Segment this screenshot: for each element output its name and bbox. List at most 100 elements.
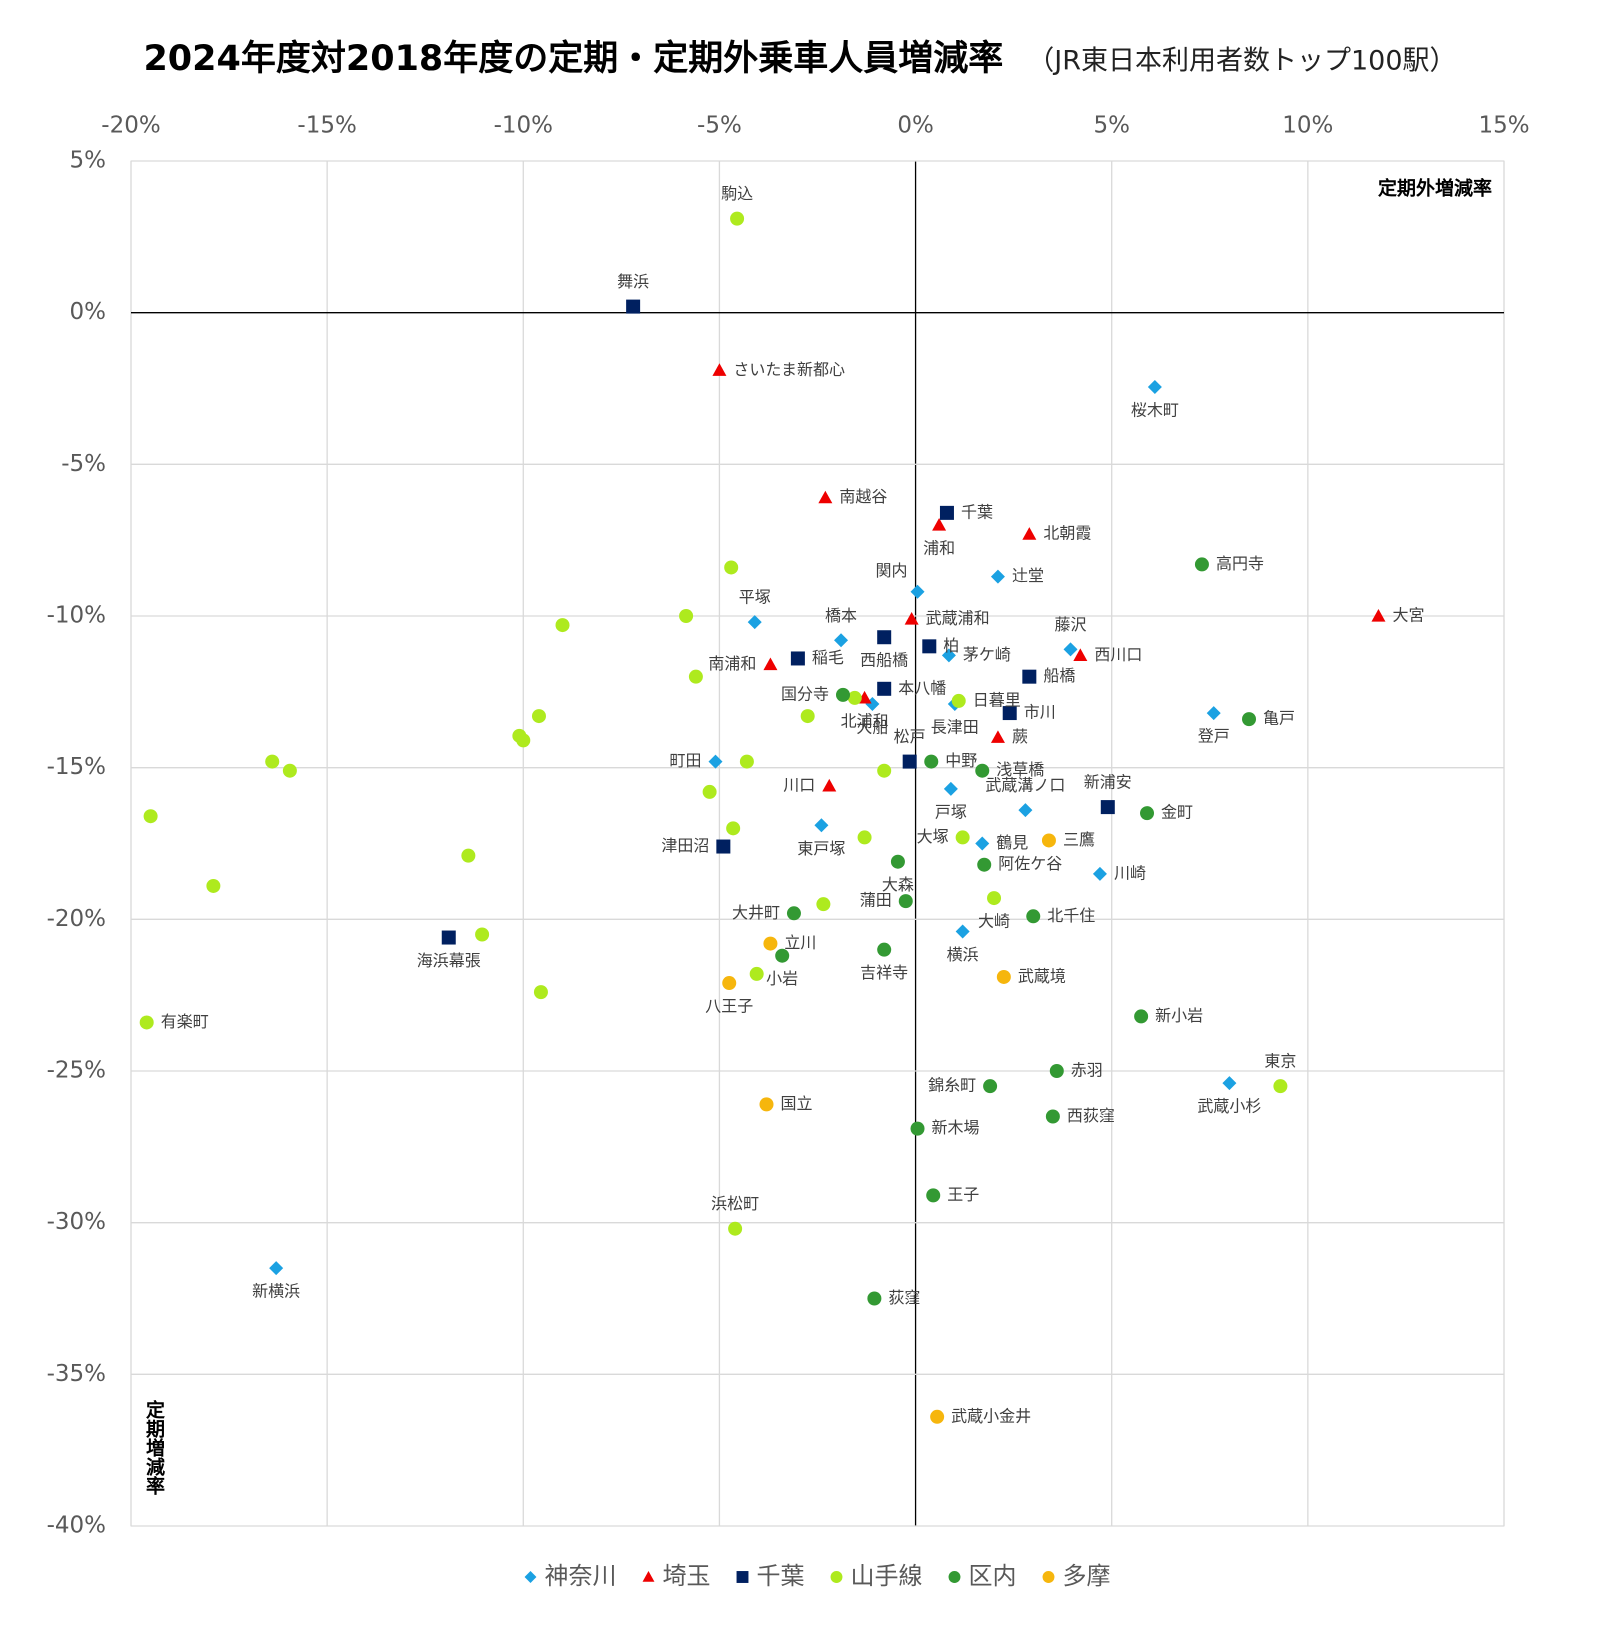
point-label: 横浜 xyxy=(947,945,979,964)
point xyxy=(930,1409,945,1424)
point-label: 舞浜 xyxy=(617,272,649,291)
x-tick-label: 0% xyxy=(897,113,934,139)
point xyxy=(926,1188,941,1203)
point-label: 長津田 xyxy=(931,717,979,736)
point xyxy=(1022,527,1037,540)
point xyxy=(724,560,739,575)
point-label: 駒込 xyxy=(721,184,753,203)
point-label: 小岩 xyxy=(766,969,798,988)
point-label: 東京 xyxy=(1264,1052,1296,1071)
point-label: 川崎 xyxy=(1114,863,1146,882)
point xyxy=(441,930,456,945)
point-label: 浜松町 xyxy=(711,1194,759,1213)
point xyxy=(1140,806,1155,821)
x-tick-label: -5% xyxy=(697,113,742,139)
point xyxy=(1018,803,1033,818)
point xyxy=(818,490,833,504)
point xyxy=(877,681,892,696)
point-label: 津田沼 xyxy=(661,836,709,855)
x-tick-label: -10% xyxy=(494,113,553,139)
point-label: 武蔵浦和 xyxy=(926,609,990,628)
point-label: 三鷹 xyxy=(1063,830,1095,849)
point-label: 登戸 xyxy=(1198,727,1230,746)
point-label: 町田 xyxy=(669,751,701,770)
point-label: 桜木町 xyxy=(1131,400,1179,419)
point-label: 大塚 xyxy=(917,827,949,846)
y-tick-label: -40% xyxy=(47,1513,106,1539)
grid xyxy=(130,160,1505,1527)
point-label: 大井町 xyxy=(732,903,780,922)
point xyxy=(759,1097,774,1112)
point xyxy=(708,754,723,769)
y-tick-label: -5% xyxy=(61,451,106,477)
point-label: 蕨 xyxy=(1012,727,1028,746)
y-tick-label: -30% xyxy=(47,1209,106,1235)
point xyxy=(922,639,937,654)
point xyxy=(939,505,954,520)
point-label: 西荻窪 xyxy=(1067,1106,1115,1125)
point-label: 藤沢 xyxy=(1055,615,1087,634)
point xyxy=(1073,648,1088,662)
point xyxy=(282,763,297,778)
point-label: 大宮 xyxy=(1392,606,1424,625)
point-label: 大森 xyxy=(882,875,914,894)
point xyxy=(932,518,947,531)
legend-marker xyxy=(948,1571,961,1583)
legend-label: 多摩 xyxy=(1063,1562,1111,1590)
point-label: 新横浜 xyxy=(252,1282,300,1301)
point xyxy=(790,651,805,666)
point xyxy=(877,763,892,778)
point xyxy=(983,1079,998,1094)
point-label: 新浦安 xyxy=(1084,773,1132,792)
point xyxy=(975,836,990,851)
point-label: 武蔵溝ノ口 xyxy=(985,776,1065,795)
point xyxy=(775,948,790,963)
point xyxy=(996,969,1011,984)
point xyxy=(1100,800,1115,815)
point-label: 錦糸町 xyxy=(928,1076,976,1095)
legend-label: 千葉 xyxy=(757,1562,805,1590)
point xyxy=(1092,866,1107,881)
point-label: 武蔵小杉 xyxy=(1197,1097,1261,1116)
y-tick-label: -15% xyxy=(47,754,106,780)
chart-subtitle: （JR東日本利用者数トップ100駅） xyxy=(1027,46,1456,77)
point xyxy=(1026,909,1041,924)
point xyxy=(975,763,990,778)
point xyxy=(461,848,476,863)
point xyxy=(822,778,837,792)
point xyxy=(941,648,956,663)
point-label: 茅ケ崎 xyxy=(963,645,1011,664)
point xyxy=(1147,379,1162,394)
point xyxy=(763,657,778,671)
point-label: さいたま新都心 xyxy=(733,360,845,379)
point xyxy=(749,966,764,981)
point-label: 北浦和 xyxy=(841,711,889,730)
point xyxy=(943,781,958,796)
point-label: 浅草橋 xyxy=(996,760,1044,779)
point-label: 鶴見 xyxy=(996,833,1028,852)
point xyxy=(924,754,939,769)
point xyxy=(728,1221,743,1236)
y-tick-label: -20% xyxy=(47,906,106,932)
point xyxy=(877,942,892,957)
point-label: 稲毛 xyxy=(812,648,844,667)
legend-marker xyxy=(642,1571,655,1582)
point-label: 北朝霞 xyxy=(1043,524,1091,543)
x-tick-label: 5% xyxy=(1093,113,1130,139)
x-tick-label: 10% xyxy=(1282,113,1333,139)
point xyxy=(531,709,546,724)
point-label: 八王子 xyxy=(705,997,753,1016)
point xyxy=(816,897,831,912)
y-tick-label: 5% xyxy=(70,148,107,174)
point-label: 大崎 xyxy=(978,912,1010,931)
point-label: 市川 xyxy=(1024,703,1056,722)
point-label: 西川口 xyxy=(1094,645,1142,664)
point xyxy=(867,1291,882,1306)
point-label: 平塚 xyxy=(739,588,771,607)
point xyxy=(902,754,917,769)
point xyxy=(955,830,970,845)
legend-marker xyxy=(1042,1571,1055,1583)
